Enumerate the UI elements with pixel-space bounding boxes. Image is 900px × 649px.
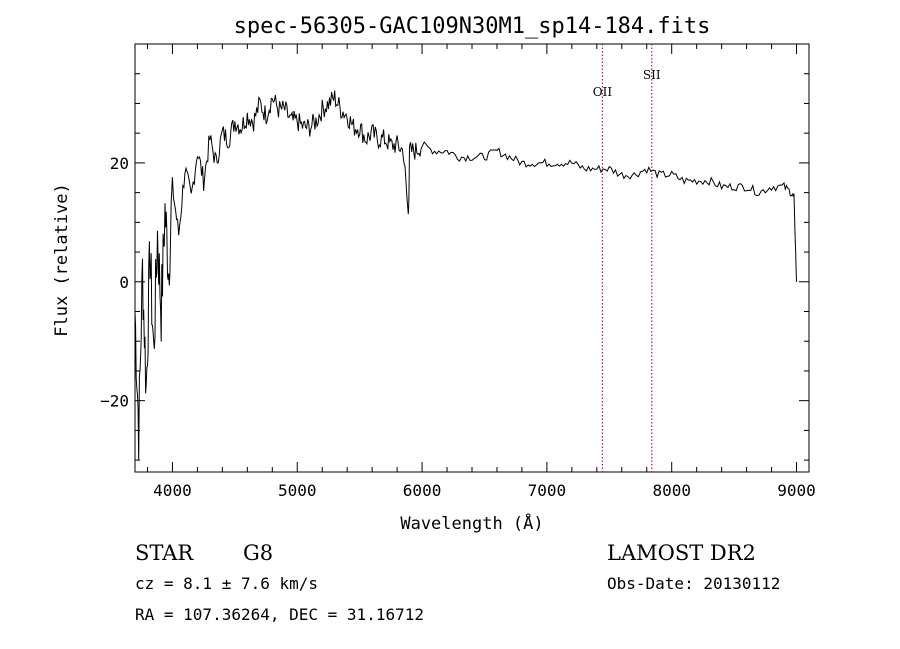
- x-tick-label: 5000: [278, 481, 317, 500]
- x-tick-label: 9000: [777, 481, 816, 500]
- x-tick-label: 6000: [403, 481, 442, 500]
- coordinates: RA = 107.36264, DEC = 31.16712: [135, 605, 424, 624]
- x-tick-label: 7000: [528, 481, 567, 500]
- y-tick-label: 0: [119, 273, 129, 292]
- x-tick-label: 8000: [652, 481, 691, 500]
- spectrum-series: [134, 90, 797, 461]
- y-tick-label: 20: [110, 154, 129, 173]
- plot-area-border: [134, 43, 810, 473]
- y-axis-ticks: −20 0 20: [100, 73, 809, 461]
- object-class: STAR: [135, 541, 194, 565]
- plot-frame: [134, 43, 810, 473]
- x-axis-ticks: 4000 5000 6000 7000 8000 9000: [146, 44, 816, 500]
- object-subclass: G8: [243, 541, 273, 565]
- y-axis-label: Flux (relative): [52, 183, 72, 337]
- chart-title: spec-56305-GAC109N30M1_sp14-184.fits: [234, 14, 711, 39]
- x-axis-label: Wavelength (Å): [400, 512, 543, 534]
- survey-name: LAMOST DR2: [607, 541, 756, 565]
- marker-label-sii: SII: [643, 68, 661, 82]
- spectrum-line: [134, 90, 797, 461]
- marker-label-oii: OII: [593, 85, 613, 99]
- redshift-velocity: cz = 8.1 ± 7.6 km/s: [135, 574, 318, 593]
- y-tick-label: −20: [100, 392, 129, 411]
- emission-line-markers: OII SII: [593, 44, 661, 472]
- x-tick-label: 4000: [153, 481, 192, 500]
- observation-date: Obs-Date: 20130112: [607, 574, 780, 593]
